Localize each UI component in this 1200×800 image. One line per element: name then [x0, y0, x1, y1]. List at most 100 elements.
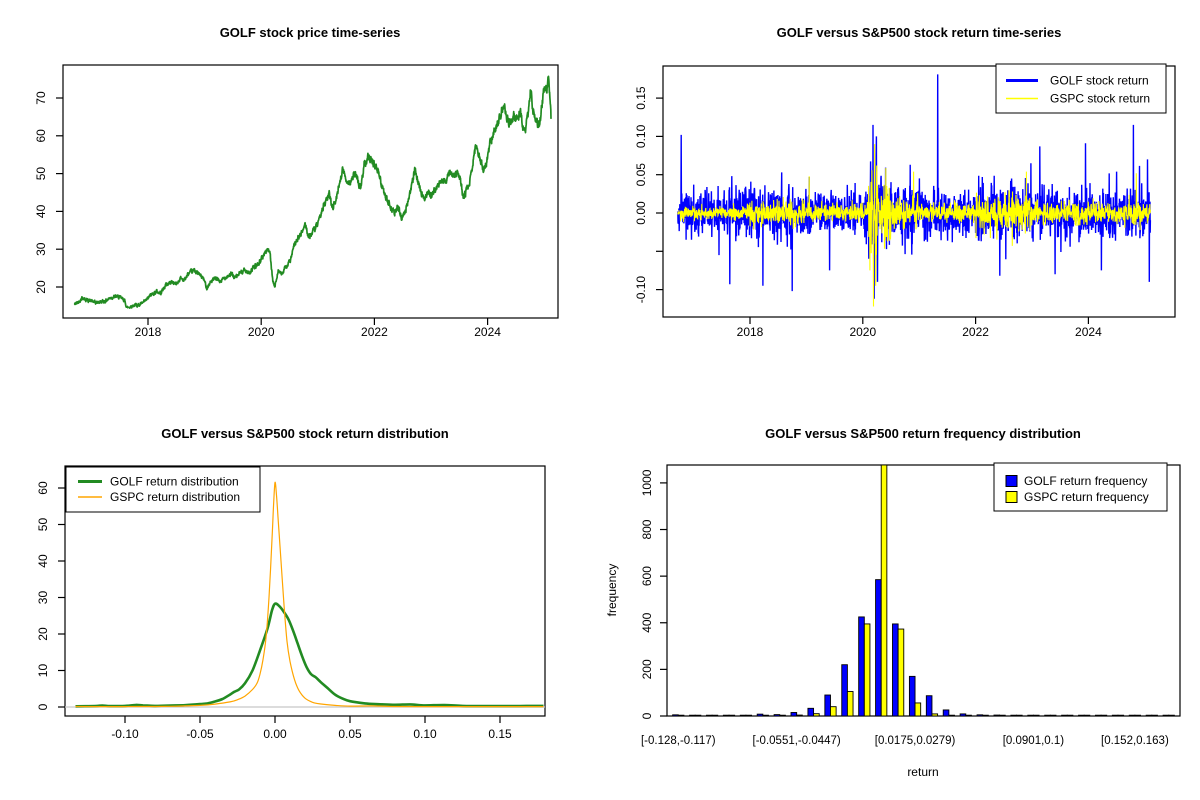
plot-box [64, 465, 546, 717]
bin-label: [0.0901,0.1) [1003, 735, 1065, 747]
histogram-bar-golf [1078, 714, 1085, 717]
x-tick-label: 2024 [474, 325, 501, 339]
y-tick-label: 20 [36, 627, 50, 641]
histogram-bar-gspc [762, 714, 769, 717]
histogram-bar-golf [993, 714, 1001, 717]
histogram-bar-gspc [1083, 714, 1091, 717]
return-chart-canvas: GOLF versus S&P500 stock return time-ser… [634, 25, 1176, 339]
y-tick-label: 20 [34, 280, 48, 294]
histogram-bar-gspc [1151, 714, 1158, 717]
return-frequency-panel: GOLF versus S&P500 return frequency dist… [600, 400, 1200, 800]
legend-label: GOLF return frequency [1024, 474, 1147, 488]
x-tick-label: 0.10 [413, 727, 437, 741]
histogram-bar-golf [1027, 714, 1034, 717]
y-tick-label: 400 [640, 612, 654, 632]
histogram-bar-golf [976, 714, 984, 717]
histogram-bar-gspc [728, 714, 736, 717]
legend-label: GSPC return distribution [110, 490, 240, 504]
y-tick-label: -0.10 [634, 276, 648, 304]
histogram-bar-golf [824, 694, 831, 717]
histogram-bar-golf [722, 714, 730, 717]
plot-box [62, 64, 559, 319]
y-tick-label: 600 [640, 566, 654, 586]
x-tick-label: 2020 [248, 325, 275, 339]
histogram-bar-gspc [1134, 714, 1141, 717]
return-time-series-panel: GOLF versus S&P500 stock return time-ser… [600, 0, 1200, 400]
y-tick-label: 60 [34, 129, 48, 143]
return-distribution-panel: GOLF versus S&P500 stock return distribu… [0, 400, 600, 800]
histogram-bar-golf [908, 675, 916, 717]
histogram-bar-gspc [880, 464, 888, 717]
price-chart-canvas: GOLF stock price time-series 20 30 40 50 60 7… [34, 25, 559, 339]
histogram-bar-gspc [711, 714, 719, 717]
bin-label: [0.152,0.163) [1101, 735, 1169, 747]
histogram-bar-golf [1111, 714, 1119, 717]
legend-swatch [1005, 475, 1018, 487]
histogram-bar-gspc [1016, 714, 1023, 717]
y-tick-label: 40 [36, 554, 50, 568]
bin-label: [-0.128,-0.117) [641, 735, 716, 747]
y-tick-label: 800 [640, 519, 654, 539]
histogram-bar-golf [1145, 714, 1153, 717]
chart-title: GOLF versus S&P500 return frequency dist… [765, 426, 1081, 441]
histogram-bar-gspc [897, 628, 905, 717]
density-chart-canvas: GOLF versus S&P500 stock return distribu… [36, 426, 546, 741]
x-tick-label: -0.10 [111, 727, 139, 741]
y-tick-label: 0 [640, 712, 654, 719]
histogram-bar-golf [892, 623, 899, 717]
y-tick-label: 10 [36, 664, 50, 678]
x-tick-label: 2022 [361, 325, 388, 339]
histogram-bar-gspc [948, 714, 955, 717]
y-tick-label: 0 [36, 703, 50, 710]
histogram-bar-golf [672, 714, 679, 717]
histogram-bar-gspc [914, 702, 922, 717]
y-tick-label: 0.15 [634, 86, 648, 110]
y-tick-label: 0.00 [634, 201, 648, 225]
x-tick-label: 2018 [737, 325, 764, 339]
histogram-bar-golf [841, 664, 848, 717]
y-tick-label: 70 [34, 91, 48, 105]
legend-swatch [1005, 491, 1018, 503]
golf-price-line [73, 75, 552, 309]
legend-label: GOLF return distribution [110, 475, 239, 489]
histogram-bar-gspc [1049, 714, 1057, 717]
y-tick-label: 50 [36, 518, 50, 532]
legend-box [993, 462, 1168, 512]
histogram-bar-golf [1010, 714, 1017, 717]
histogram-bar-golf [807, 707, 815, 717]
histogram-bar-gspc [1168, 714, 1175, 717]
histogram-bar-gspc [999, 714, 1006, 717]
histogram-bar-golf [942, 709, 950, 717]
histogram-bar-gspc [830, 706, 837, 717]
y-tick-label: 0.05 [634, 163, 648, 187]
legend-label: GSPC return frequency [1024, 490, 1149, 504]
histogram-bar-golf [1044, 714, 1051, 717]
histogram-bar-golf [858, 616, 865, 717]
histogram-bar-golf [959, 713, 967, 717]
x-tick-label: 2018 [135, 325, 162, 339]
chart-title: GOLF stock price time-series [220, 25, 401, 40]
histogram-bar-golf [689, 714, 696, 717]
x-tick-label: 2022 [962, 325, 989, 339]
y-tick-label: 30 [34, 242, 48, 256]
y-tick-label: 30 [36, 591, 50, 605]
histogram-bar-golf [756, 713, 764, 717]
chart-title: GOLF versus S&P500 stock return time-ser… [777, 25, 1062, 40]
gspc-return-line [677, 144, 1151, 307]
golf-density-curve [75, 602, 544, 708]
histogram-bar-golf [1162, 714, 1170, 717]
histogram-bar-golf [773, 714, 781, 717]
legend-label: GSPC stock return [1050, 92, 1150, 106]
histogram-bar-gspc [796, 714, 803, 717]
histogram-bar-gspc [677, 714, 685, 717]
bin-label: [0.0175,0.0279) [875, 735, 956, 747]
histogram-bar-gspc [813, 713, 820, 717]
histogram-bar-golf [706, 714, 713, 717]
histogram-bar-golf [925, 695, 933, 717]
histogram-bar-gspc [931, 713, 939, 717]
y-tick-label: 0.10 [634, 124, 648, 148]
histogram-canvas: GOLF versus S&P500 return frequency dist… [605, 426, 1181, 779]
plot-box [662, 65, 1176, 318]
chart-title: GOLF versus S&P500 stock return distribu… [161, 426, 449, 441]
